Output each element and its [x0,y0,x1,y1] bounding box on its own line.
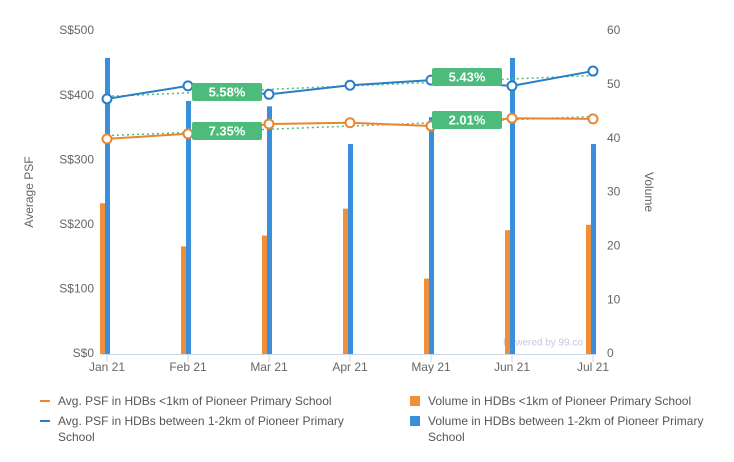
annotation: 2.01% [432,111,502,129]
point [263,88,275,100]
bar [510,57,515,355]
y2-axis-title: Volume [642,172,656,212]
watermark: Powered by 99.co [503,338,583,349]
x-tick-label: Jan 21 [89,360,125,374]
y2-tick-label: 10 [607,292,621,306]
legend-label: Volume in HDBs <1km of Pioneer Primary S… [428,394,692,408]
legend-swatch [40,400,50,402]
bar [348,144,353,354]
y2-tick-label: 40 [607,131,621,145]
y2-tick-label: 60 [607,23,621,37]
point [506,112,518,124]
bar [586,224,591,354]
y-tick-label: S$100 [59,282,94,296]
y-axis-title: Average PSF [22,156,36,227]
x-tick-label: Apr 21 [332,360,368,374]
y2-tick-label: 20 [607,239,621,253]
x-tick-label: May 21 [411,360,451,374]
bar [186,100,191,354]
legend: Avg. PSF in HDBs <1km of Pioneer Primary… [40,393,730,445]
annotation-text: 7.35% [209,123,246,138]
bar [181,246,186,354]
point [182,80,194,92]
chart: Average PSF Volume Powered by 99.co S$0 S… [22,23,656,374]
y-tick-label: S$300 [59,152,94,166]
point [506,80,518,92]
bar [343,208,348,354]
x-tick-label: Mar 21 [250,360,288,374]
bar [105,57,110,355]
bar [429,117,434,354]
point [587,65,599,77]
x-tick-label: Feb 21 [169,360,207,374]
bar [505,230,510,354]
annotation-box [432,68,502,86]
legend-swatch [410,416,420,426]
legend-label: Avg. PSF in HDBs between 1-2km of Pionee… [58,414,344,444]
annotation: 7.35% [192,122,262,140]
point [182,128,194,140]
legend-item[interactable]: Volume in HDBs <1km of Pioneer Primary S… [410,393,730,409]
y-tick-label: S$200 [59,217,94,231]
legend-swatch [40,420,50,422]
legend-item[interactable]: Volume in HDBs between 1-2km of Pioneer … [410,413,730,445]
annotation-box [192,122,262,140]
bar [267,106,272,354]
legend-label: Volume in HDBs between 1-2km of Pioneer … [428,414,704,444]
x-tick-label: Jun 21 [494,360,530,374]
annotation-text: 5.58% [209,84,246,99]
legend-label: Avg. PSF in HDBs <1km of Pioneer Primary… [58,394,332,408]
annotation-box [432,111,502,129]
annotation: 5.58% [192,83,262,101]
legend-item[interactable]: Avg. PSF in HDBs <1km of Pioneer Primary… [40,393,410,409]
legend-swatch [410,396,420,406]
y-tick-label: S$400 [59,88,94,102]
annotation-text: 2.01% [449,112,486,127]
annotation: 5.43% [432,68,502,86]
annotation-text: 5.43% [449,69,486,84]
legend-item[interactable]: Avg. PSF in HDBs between 1-2km of Pionee… [40,413,410,445]
trend-line [106,74,594,98]
bar [262,235,267,354]
point [263,118,275,130]
y2-tick-label: 30 [607,185,621,199]
point [101,133,113,145]
bar [424,278,429,354]
point [344,117,356,129]
bar [591,144,596,354]
point [344,79,356,91]
point [101,93,113,105]
y-tick-label: S$500 [59,23,94,37]
y2-tick-label: 50 [607,77,621,91]
x-tick-label: Jul 21 [577,360,609,374]
bar [100,203,105,354]
point [587,113,599,125]
y-tick-label: S$0 [73,346,95,360]
y2-tick-label: 0 [607,346,614,360]
annotation-box [192,83,262,101]
